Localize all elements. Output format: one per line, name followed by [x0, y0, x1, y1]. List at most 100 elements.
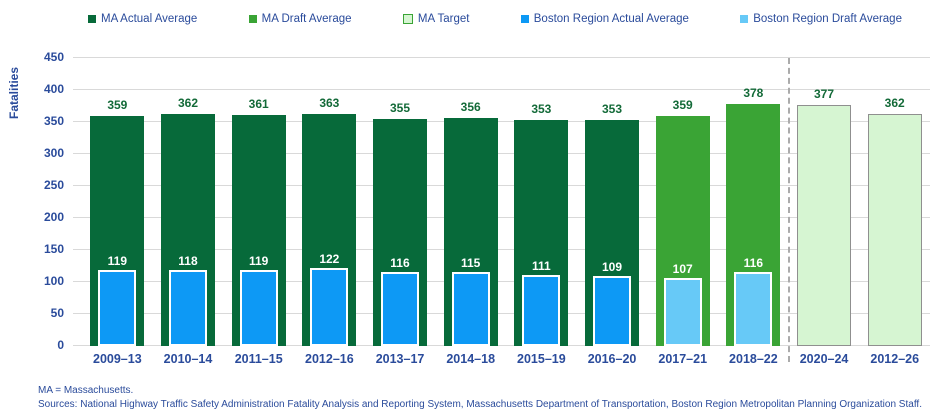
y-tick-label: 200: [43, 210, 64, 224]
boston-value-label: 109: [601, 260, 622, 275]
bar-group-2012–16: 363 122: [294, 58, 365, 346]
y-tick-label: 50: [50, 306, 64, 320]
ma-value-label: 362: [177, 96, 198, 111]
legend-item-ma_actual: MA Actual Average: [88, 13, 197, 25]
boston-draft-bar: [663, 277, 702, 346]
bar-group-2015–19: 353 111: [506, 58, 577, 346]
bar-group-2018–22: 378 116: [718, 58, 789, 346]
x-tick-label: 2016–20: [587, 352, 637, 366]
x-tick-label: 2012–26: [870, 352, 920, 366]
footnote-abbreviation: MA = Massachusetts.: [38, 385, 134, 396]
boston-value-label: 118: [178, 254, 198, 269]
x-tick-label: 2017–21: [658, 352, 708, 366]
y-tick-label: 350: [43, 114, 64, 128]
ma-value-label: 359: [672, 98, 693, 113]
bar-group-2014–18: 356 115: [435, 58, 506, 346]
boston-value-label: 119: [107, 253, 127, 268]
x-tick-label: 2013–17: [375, 352, 425, 366]
gridline: [73, 57, 930, 58]
ma-value-label: 353: [601, 102, 622, 117]
gridline: [73, 217, 930, 218]
ma-value-label: 356: [460, 100, 481, 115]
boston-value-label: 116: [743, 255, 763, 270]
y-tick-label: 150: [43, 242, 64, 256]
legend: MA Actual Average MA Draft Average MA Targ…: [88, 10, 902, 28]
legend-item-ma_target: MA Target: [402, 13, 470, 25]
gridline: [73, 249, 930, 250]
legend-label: Boston Region Actual Average: [533, 13, 689, 25]
boston_actual-swatch-icon: [520, 15, 529, 23]
footnote-sources: Sources: National Highway Traffic Safety…: [38, 399, 922, 410]
plot-area: 359 119 362 118 361 119 363 122 355 116 356 115 353 1…: [73, 57, 930, 362]
boston-actual-bar: [451, 272, 490, 346]
legend-item-ma_draft: MA Draft Average: [248, 13, 352, 25]
bar-group-2012–26: 362: [859, 58, 930, 346]
boston-actual-bar: [310, 267, 349, 346]
boston_draft-swatch-icon: [740, 15, 749, 23]
gridline: [73, 121, 930, 122]
ma-value-label: 355: [389, 100, 410, 115]
x-tick-label: 2012–16: [305, 352, 354, 366]
boston-value-label: 115: [460, 256, 481, 271]
x-tick-label: 2011–15: [234, 352, 283, 366]
bar-group-2020–24: 377: [789, 58, 860, 346]
x-tick-label: 2010–14: [163, 352, 213, 366]
bar-group-2013–17: 355 116: [365, 58, 436, 346]
boston-actual-bar: [98, 269, 137, 346]
ma-value-label: 377: [813, 86, 834, 101]
bar-group-2011–15: 361 119: [223, 58, 294, 346]
legend-label: MA Actual Average: [101, 13, 198, 25]
bar-group-2009–13: 359 119: [82, 58, 153, 346]
legend-label: MA Target: [417, 13, 470, 25]
ma_actual-swatch-icon: [88, 15, 96, 23]
gridline: [73, 153, 930, 154]
boston-actual-bar: [239, 269, 278, 346]
ma-value-label: 363: [319, 95, 340, 110]
legend-item-boston_draft: Boston Region Draft Average: [740, 13, 902, 25]
y-tick-label: 100: [43, 274, 64, 288]
legend-label: Boston Region Draft Average: [753, 13, 902, 25]
ma-value-label: 359: [107, 98, 128, 113]
bar-group-2010–14: 362 118: [153, 58, 224, 346]
boston-value-label: 111: [531, 258, 551, 273]
x-tick-label: 2018–22: [729, 352, 778, 366]
legend-item-boston_actual: Boston Region Actual Average: [520, 13, 689, 25]
y-tick-label: 300: [43, 146, 64, 160]
gridline: [73, 89, 930, 90]
x-tick-label: 2014–18: [446, 352, 496, 366]
gridline: [73, 185, 930, 186]
boston-actual-bar: [168, 270, 207, 346]
y-tick-label: 0: [57, 338, 64, 352]
ma-value-label: 378: [743, 86, 764, 101]
x-axis-labels: 2009–13 2010–14 2011–15 2012–16 2013–17 2014–…: [82, 352, 930, 366]
boston-actual-bar: [522, 274, 561, 346]
x-tick-label: 2009–13: [93, 352, 142, 366]
ma-target-bar: [867, 114, 922, 346]
gridline: [73, 313, 930, 314]
boston-draft-bar: [734, 271, 773, 346]
y-tick-label: 450: [43, 50, 64, 64]
gridline: [73, 281, 930, 282]
footnotes: MA = Massachusetts. Sources: National Hi…: [38, 384, 928, 412]
y-tick-label: 250: [43, 178, 64, 192]
bar-group-2016–20: 353 109: [577, 58, 648, 346]
target-period-divider: [787, 58, 790, 362]
gridline: [73, 345, 930, 346]
x-tick-label: 2015–19: [517, 352, 566, 366]
boston-value-label: 107: [672, 261, 693, 276]
boston-value-label: 116: [390, 255, 410, 270]
ma-target-bar: [796, 104, 851, 346]
ma_draft-swatch-icon: [248, 15, 257, 23]
x-tick-label: 2020–24: [799, 352, 849, 366]
ma_target-swatch-icon: [402, 14, 413, 24]
ma-value-label: 353: [531, 102, 552, 117]
boston-actual-bar: [592, 276, 631, 346]
legend-label: MA Draft Average: [261, 13, 352, 25]
boston-value-label: 122: [319, 251, 340, 266]
ma-value-label: 362: [884, 96, 905, 111]
ma-value-label: 361: [248, 96, 269, 111]
y-tick-label: 400: [43, 82, 64, 96]
bar-group-2017–21: 359 107: [647, 58, 718, 346]
boston-actual-bar: [380, 271, 419, 346]
